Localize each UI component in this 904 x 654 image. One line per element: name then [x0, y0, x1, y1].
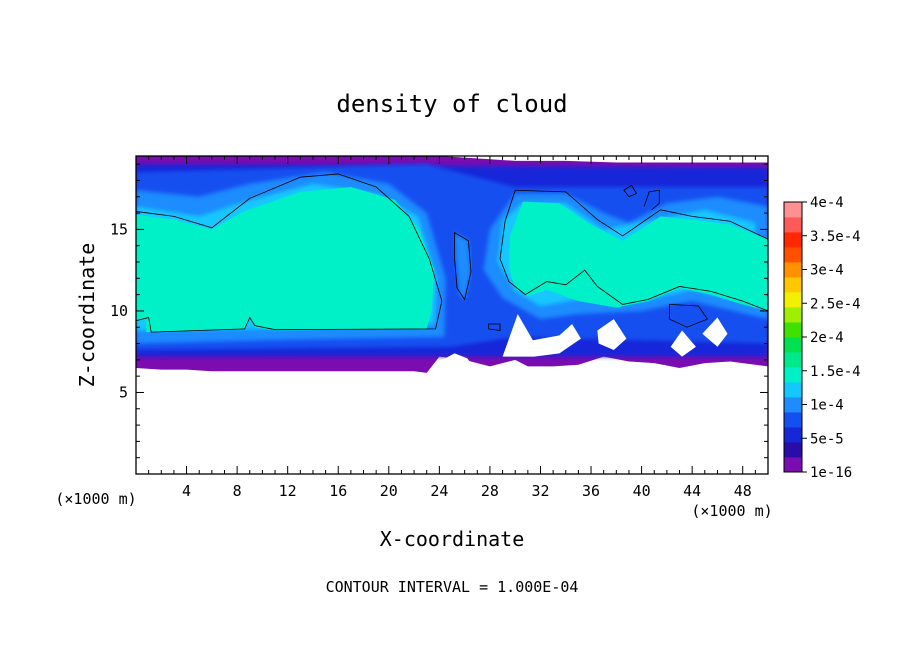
- colorbar-swatch: [784, 262, 802, 278]
- contour-inner-right: [669, 303, 708, 328]
- y-tick-label: 5: [119, 383, 128, 401]
- x-unit-label: (×1000 m): [55, 490, 136, 508]
- colorbar-label: 2e-4: [810, 330, 844, 346]
- contour-1e-4-left: [136, 173, 443, 333]
- x-tick-label: 28: [481, 482, 499, 500]
- colorbar-swatch: [784, 412, 802, 428]
- colorbar-swatch: [784, 322, 802, 338]
- colorbar-label: 3e-4: [810, 263, 844, 279]
- x-tick-label: 20: [380, 482, 398, 500]
- clear-air-5: [429, 353, 495, 377]
- clear-air-4: [702, 317, 728, 347]
- colorbar-label: 4e-4: [810, 195, 844, 211]
- x-tick-label: 8: [233, 482, 242, 500]
- colorbar-swatch: [784, 202, 802, 218]
- y-axis-ticks: 5 10 15: [110, 163, 768, 459]
- density-field: [136, 156, 768, 377]
- colorbar-swatch: [784, 352, 802, 368]
- colorbar-swatch: [784, 337, 802, 353]
- z-unit-label: (×1000 m): [691, 502, 772, 520]
- x-axis-label: X-coordinate: [380, 527, 525, 551]
- y-axis-label: Z-coordinate: [75, 243, 99, 388]
- y-tick-label: 15: [110, 220, 128, 238]
- x-tick-label: 48: [734, 482, 752, 500]
- clear-air-6: [645, 364, 677, 373]
- colorbar-label: 1.5e-4: [810, 364, 861, 380]
- colorbar-swatch: [784, 247, 802, 263]
- contour-top-eddy-2: [643, 189, 660, 211]
- contour-inner-left: [454, 231, 472, 301]
- chart-title: density of cloud: [336, 90, 567, 118]
- contour-top-eddy: [623, 184, 638, 198]
- contour-1e-4-right-bottom: [499, 190, 768, 312]
- y-tick-label: 10: [110, 302, 128, 320]
- x-tick-label: 4: [182, 482, 191, 500]
- x-tick-label: 32: [531, 482, 549, 500]
- clear-air-3: [670, 330, 696, 357]
- patch-inner-left: [454, 232, 471, 300]
- contour-1e-4-right-top: [515, 189, 768, 240]
- clear-air-1: [502, 314, 581, 357]
- colorbar-label: 5e-5: [810, 431, 844, 447]
- core-left: [136, 186, 435, 333]
- x-axis-ticks: 4 8 12 16 20 24 28 32 36 40 44 48: [148, 156, 756, 500]
- contour-interval-note: CONTOUR INTERVAL = 1.000E-04: [326, 578, 579, 596]
- colorbar-label: 1e-16: [810, 465, 852, 481]
- contour-lines: [136, 173, 768, 333]
- x-tick-label: 24: [430, 482, 448, 500]
- colorbar-swatch: [784, 217, 802, 233]
- x-tick-label: 12: [279, 482, 297, 500]
- colorbar-swatch: [784, 277, 802, 293]
- colorbar-swatch: [784, 457, 802, 473]
- colorbar-swatch: [784, 442, 802, 458]
- colorbar: 1e-16 5e-5 1e-4 1.5e-4 2e-4 2.5e-4 3e-4 3.5e-4 4…: [783, 195, 861, 481]
- x-tick-label: 44: [683, 482, 701, 500]
- colorbar-swatch: [784, 232, 802, 248]
- colorbar-swatch: [784, 427, 802, 443]
- colorbar-swatch: [784, 307, 802, 323]
- colorbar-swatch: [784, 367, 802, 383]
- x-tick-label: 40: [633, 482, 651, 500]
- colorbar-swatch: [784, 292, 802, 308]
- x-tick-label: 16: [329, 482, 347, 500]
- colorbar-label: 1e-4: [810, 398, 844, 414]
- contour-small-patch: [488, 323, 501, 331]
- colorbar-label: 2.5e-4: [810, 296, 861, 312]
- x-tick-label: 36: [582, 482, 600, 500]
- core-right: [508, 201, 768, 311]
- colorbar-swatch: [784, 397, 802, 413]
- clear-air-2: [597, 319, 627, 351]
- colorbar-label: 3.5e-4: [810, 229, 861, 245]
- colorbar-swatch: [784, 382, 802, 398]
